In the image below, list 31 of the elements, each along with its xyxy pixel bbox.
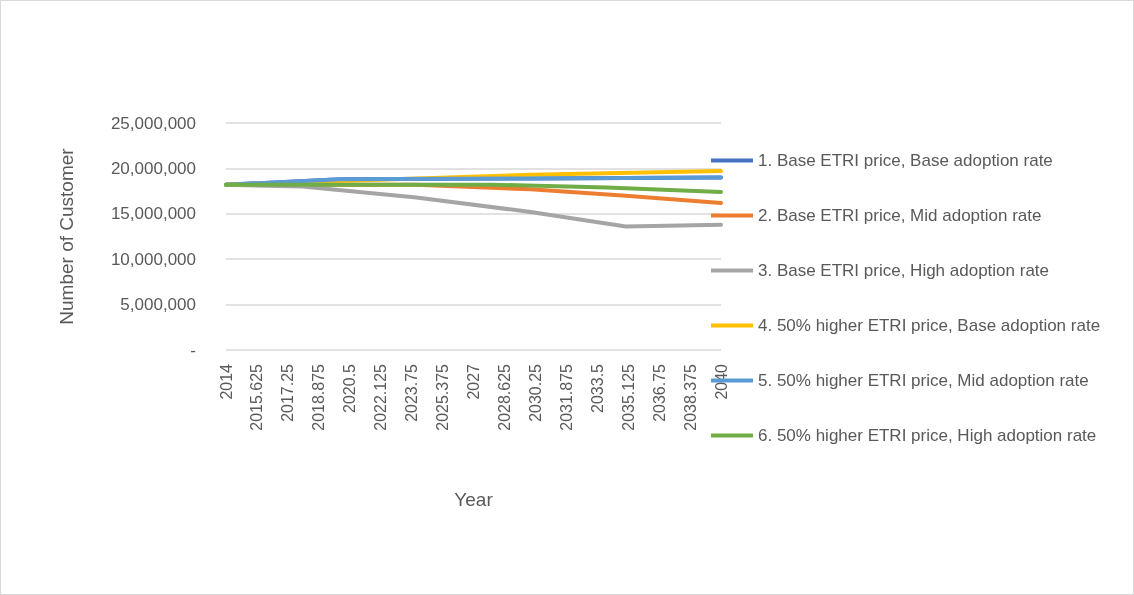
y-tick-label: 25,000,000: [110, 113, 196, 133]
legend-label: 5. 50% higher ETRI price, Mid adoption rate: [758, 371, 1089, 390]
x-tick-label: 2030.25: [526, 363, 544, 422]
legend-label: 4. 50% higher ETRI price, Base adoption rate: [758, 316, 1101, 335]
y-axis-title: Number of Customer: [56, 147, 77, 325]
x-tick-label: 2028.625: [495, 363, 513, 431]
x-tick-label: 2033.5: [588, 363, 606, 413]
x-tick-label: 2022.125: [372, 363, 390, 431]
x-tick-label: 2025.375: [434, 363, 452, 431]
x-tick-label: 2035.125: [619, 363, 637, 431]
x-tick-label: 2023.75: [403, 363, 421, 422]
x-tick-label: 2040: [712, 363, 730, 400]
x-tick-label: 2017.25: [279, 363, 297, 422]
y-tick-label: 15,000,000: [110, 204, 196, 224]
y-tick-label: -: [190, 340, 196, 360]
x-tick-label: 2018.875: [310, 363, 328, 431]
legend-label: 2. Base ETRI price, Mid adoption rate: [758, 206, 1042, 225]
y-tick-label: 20,000,000: [110, 158, 196, 178]
x-tick-label: 2015.625: [248, 363, 266, 431]
legend-label: 1. Base ETRI price, Base adoption rate: [758, 151, 1053, 170]
x-tick-label: 2027: [465, 363, 482, 400]
x-axis-title: Year: [454, 489, 494, 510]
x-tick-label: 2014: [217, 363, 235, 400]
y-tick-label: 10,000,000: [110, 249, 196, 269]
x-tick-label: 2020.5: [341, 363, 359, 413]
x-tick-label: 2036.75: [650, 363, 668, 422]
x-tick-label: 2038.375: [681, 363, 699, 431]
y-tick-label: 5,000,000: [120, 295, 196, 315]
x-tick-label: 2031.875: [557, 363, 575, 431]
legend-label: 3. Base ETRI price, High adoption rate: [758, 261, 1050, 280]
legend-label: 6. 50% higher ETRI price, High adoption rate: [758, 426, 1097, 445]
